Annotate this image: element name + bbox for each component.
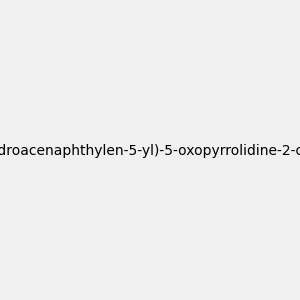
Text: N-(1,2-dihydroacenaphthylen-5-yl)-5-oxopyrrolidine-2-carboxamide: N-(1,2-dihydroacenaphthylen-5-yl)-5-oxop… bbox=[0, 145, 300, 158]
